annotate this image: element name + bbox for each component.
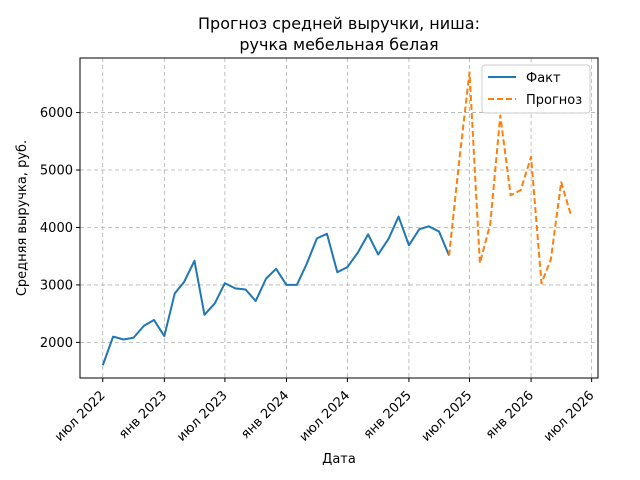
y-axis-label: Средняя выручка, руб.	[15, 140, 30, 296]
x-tick-label: июл 2025	[419, 388, 476, 445]
x-axis: июл 2022 янв 2023 июл 2023 янв 2024 июл 2024…	[52, 378, 597, 445]
y-tick-label: 2000	[40, 336, 73, 351]
x-tick-label: июл 2023	[174, 388, 231, 445]
y-tick-label: 6000	[40, 106, 73, 121]
x-axis-label: Дата	[322, 452, 356, 467]
plot-area-frame	[79, 57, 599, 379]
x-tick-label: янв 2026	[483, 388, 537, 442]
forecast-series-line	[448, 71, 573, 285]
series-layer	[101, 71, 573, 366]
chart-title-line-2: ручка мебельная белая	[239, 35, 438, 54]
y-tick-label: 5000	[40, 164, 73, 179]
x-tick-label: янв 2024	[238, 388, 292, 442]
y-tick-label: 3000	[40, 278, 73, 293]
x-tick-label: янв 2023	[116, 388, 170, 442]
y-axis: 2000 3000 4000 5000 6000	[40, 106, 80, 351]
legend: Факт Прогноз	[481, 64, 591, 114]
x-tick-label: июл 2024	[297, 388, 354, 445]
legend-label-fact: Факт	[526, 71, 561, 86]
chart-title-line-1: Прогноз средней выручки, ниша:	[198, 14, 480, 33]
grid-lines	[80, 58, 598, 378]
x-tick-label: июл 2022	[52, 388, 109, 445]
x-tick-label: янв 2025	[361, 388, 415, 442]
legend-label-forecast: Прогноз	[526, 93, 582, 108]
fact-series-line	[101, 215, 451, 366]
y-tick-label: 4000	[40, 221, 73, 236]
x-tick-label: июл 2026	[541, 388, 598, 445]
